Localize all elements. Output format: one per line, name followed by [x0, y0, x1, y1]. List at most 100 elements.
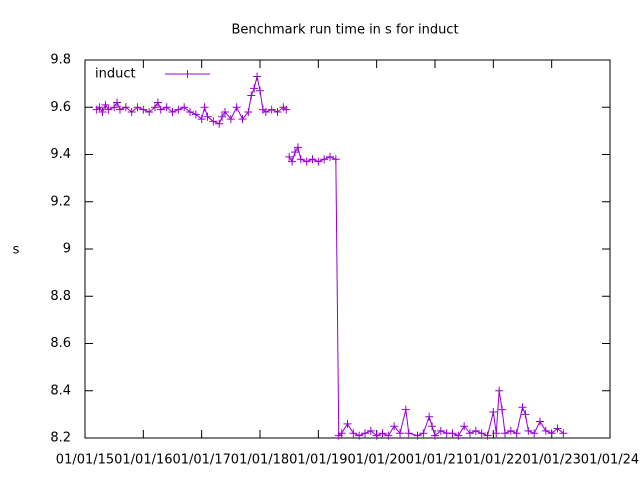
x-tick-label: 01/01/20: [347, 453, 405, 468]
data-point: [512, 429, 521, 438]
data-point: [466, 429, 474, 438]
data-point: [186, 107, 194, 116]
data-point: [524, 426, 533, 435]
data-point: [471, 426, 480, 435]
data-point: [151, 103, 159, 112]
y-tick-label: 9.6: [50, 100, 71, 115]
data-point: [372, 431, 381, 440]
data-point: [180, 103, 189, 112]
data-point: [293, 143, 302, 152]
data-point: [101, 100, 110, 109]
data-point: [256, 86, 264, 95]
data-point: [331, 155, 340, 164]
data-point: [221, 107, 229, 116]
data-point: [413, 431, 422, 440]
data-point: [489, 408, 498, 417]
legend-marker: [183, 70, 192, 78]
data-point: [215, 119, 224, 128]
plot-frame: [84, 59, 611, 439]
y-tick-label: 9: [63, 242, 71, 257]
data-point: [355, 431, 364, 440]
data-point: [521, 410, 530, 419]
data-point: [454, 431, 463, 440]
data-point: [232, 103, 241, 112]
data-point: [145, 107, 154, 116]
data-point: [337, 429, 346, 438]
data-point: [291, 148, 299, 157]
data-point: [273, 107, 282, 116]
y-tick-label: 8.4: [50, 383, 71, 398]
data-point: [174, 105, 183, 114]
data-point: [343, 419, 352, 428]
data-point: [203, 112, 212, 121]
data-point: [116, 105, 124, 114]
data-point: [98, 107, 107, 116]
data-point: [448, 429, 457, 438]
data-point: [104, 105, 113, 114]
y-axis-label: s: [13, 243, 20, 258]
data-point: [282, 105, 291, 114]
data-point: [197, 115, 206, 124]
data-point: [238, 115, 247, 124]
data-point: [492, 429, 501, 438]
data-point: [378, 429, 387, 438]
data-point: [518, 403, 527, 412]
data-point: [425, 412, 434, 421]
legend-label: induct: [95, 67, 136, 82]
data-point: [401, 405, 410, 414]
data-point: [127, 107, 136, 116]
data-point: [530, 429, 539, 438]
data-point: [349, 429, 358, 438]
x-tick-label: 01/01/17: [172, 453, 230, 468]
data-point: [218, 112, 227, 121]
data-point: [498, 405, 507, 414]
data-point: [261, 107, 270, 116]
y-tick-label: 9.4: [50, 147, 71, 162]
data-point: [384, 431, 393, 440]
x-tick-label: 01/01/24: [581, 453, 639, 468]
data-point: [168, 107, 177, 116]
data-point: [559, 429, 568, 438]
data-point: [162, 103, 171, 112]
data-point: [396, 429, 404, 438]
x-tick-label: 01/01/19: [289, 453, 347, 468]
data-point: [153, 98, 162, 107]
data-point: [361, 429, 369, 438]
series-line: [96, 76, 564, 437]
data-point: [366, 426, 375, 435]
data-point: [133, 103, 142, 112]
data-point: [390, 422, 399, 431]
x-tick-label: 01/01/22: [464, 453, 522, 468]
data-point: [110, 103, 119, 112]
data-point: [404, 429, 413, 438]
data-point: [320, 155, 329, 164]
chart-title: Benchmark run time in s for induct: [231, 23, 458, 38]
x-tick-label: 01/01/15: [56, 453, 114, 468]
data-point: [302, 157, 311, 166]
data-point: [285, 152, 294, 161]
data-point: [436, 426, 445, 435]
data-point: [547, 429, 556, 438]
data-point: [501, 429, 509, 438]
y-tick-label: 9.8: [50, 53, 71, 68]
data-point: [95, 103, 104, 112]
x-tick-label: 01/01/16: [114, 453, 172, 468]
data-point: [308, 155, 317, 164]
data-point: [156, 105, 165, 114]
data-point: [191, 110, 200, 119]
data-point: [419, 429, 428, 438]
data-point: [288, 157, 297, 166]
data-point: [460, 422, 469, 431]
data-point: [506, 426, 515, 435]
x-tick-label: 01/01/23: [522, 453, 580, 468]
data-point: [139, 105, 148, 114]
y-tick-label: 8.8: [50, 289, 71, 304]
data-point: [541, 426, 550, 435]
y-tick-label: 8.6: [50, 336, 71, 351]
data-point: [244, 107, 253, 116]
data-point: [428, 422, 437, 431]
data-point: [226, 115, 235, 124]
data-point: [495, 386, 504, 395]
data-point: [267, 105, 276, 114]
